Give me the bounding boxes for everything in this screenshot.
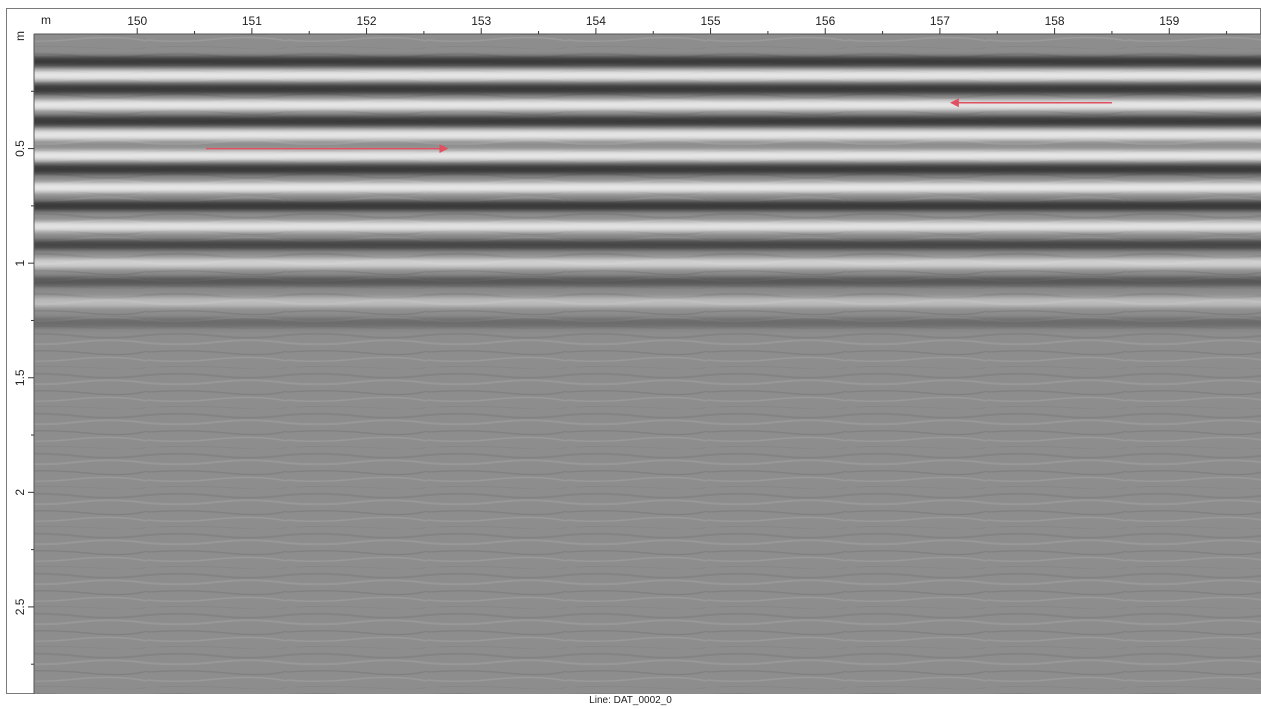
x-tick-label: 151 (242, 14, 262, 28)
x-tick-label: 157 (930, 14, 950, 28)
reflection-band (34, 276, 1261, 287)
x-tick-label: 155 (701, 14, 721, 28)
x-axis-unit: m (41, 13, 51, 27)
x-tick-label: 150 (127, 14, 147, 28)
plot-area (34, 34, 1261, 694)
reflection-band (34, 116, 1261, 127)
x-tick-label: 156 (815, 14, 835, 28)
reflection-band (34, 70, 1261, 81)
x-tick-label: 159 (1159, 14, 1179, 28)
x-tick-label: 158 (1045, 14, 1065, 28)
reflection-band (34, 164, 1261, 175)
x-axis: m 150 151 152 153 154 155 156 157 158 159 (34, 13, 1261, 35)
y-tick-label: 1 (13, 260, 27, 267)
reflection-band (34, 239, 1261, 250)
reflection-band (34, 297, 1261, 308)
reflection-band (34, 56, 1261, 67)
x-tick-label: 154 (586, 14, 606, 28)
reflection-band (34, 129, 1261, 140)
y-tick-label: 2 (13, 489, 27, 496)
annotation-arrows (206, 98, 1112, 154)
reflection-band (34, 258, 1261, 269)
reflection-band (34, 200, 1261, 211)
radargram-canvas: m 150 151 152 153 154 155 156 157 158 159 m 0.5 1 1… (13, 13, 1261, 694)
x-tick-label: 152 (357, 14, 377, 28)
y-tick-label: 2.5 (13, 598, 27, 615)
x-tick-label: 153 (471, 14, 491, 28)
reflection-band (34, 182, 1261, 193)
line-caption: Line: DAT_0002_0 (589, 695, 672, 706)
plot-background (34, 34, 1261, 694)
reflection-band (34, 84, 1261, 94)
y-tick-label: 1.5 (13, 369, 27, 386)
y-axis-unit: m (13, 31, 27, 41)
y-axis: m 0.5 1 1.5 2 2.5 (13, 31, 35, 694)
y-tick-label: 0.5 (13, 140, 27, 157)
radargram-frame: m 150 151 152 153 154 155 156 157 158 159 m 0.5 1 1… (6, 8, 1261, 694)
reflection-band (34, 221, 1261, 232)
reflection-band (34, 150, 1261, 161)
reflection-band (34, 100, 1261, 111)
reflection-bands (34, 56, 1261, 328)
reflection-band (34, 317, 1261, 328)
